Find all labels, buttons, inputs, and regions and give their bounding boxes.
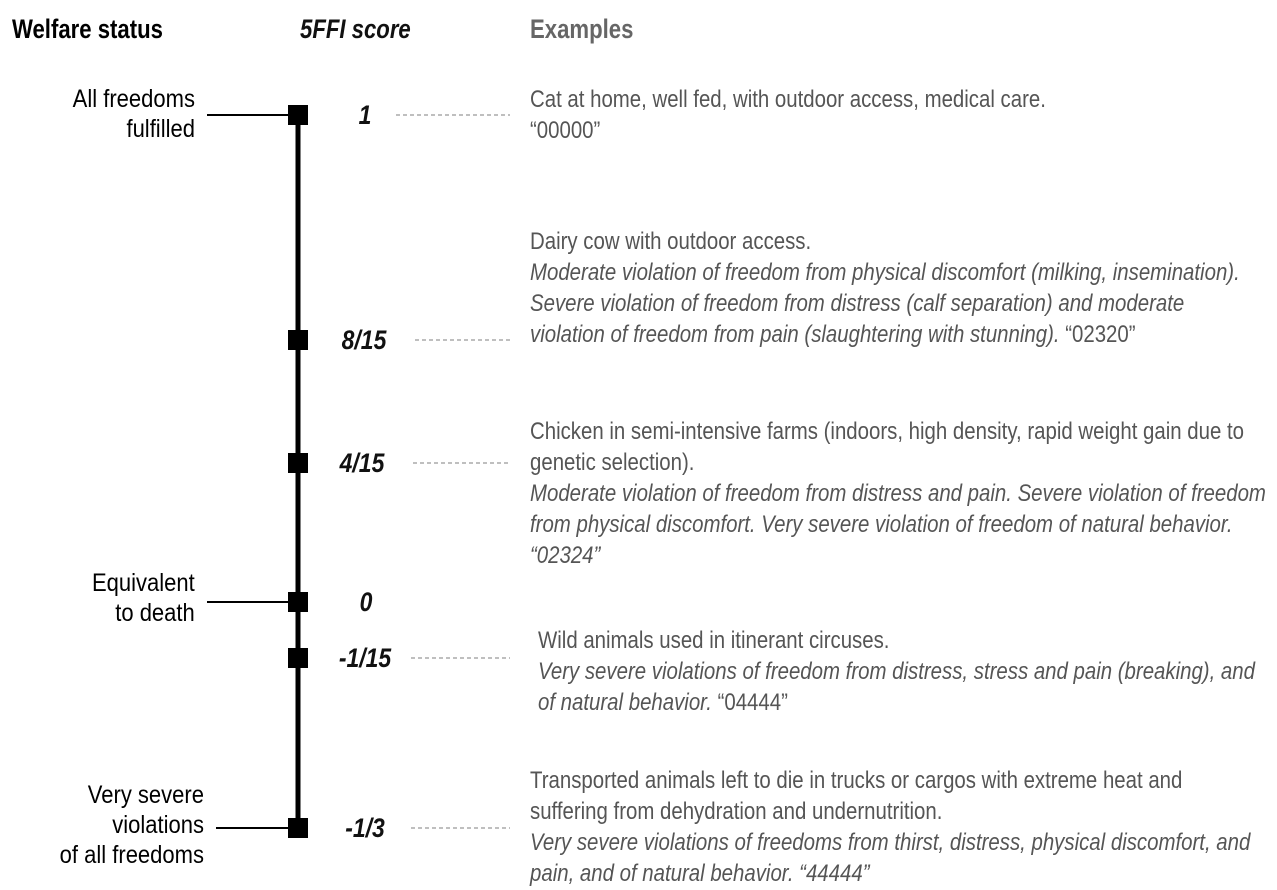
score: 1 xyxy=(358,100,372,130)
example-title: Transported animals left to die in truck… xyxy=(530,767,1183,825)
status-label: Equivalent to death xyxy=(92,568,195,628)
example-title: Chicken in semi-intensive farms (indoors… xyxy=(530,418,1244,476)
score-markers xyxy=(288,105,308,838)
score-marker xyxy=(288,453,308,473)
leaders xyxy=(396,114,510,829)
score-marker xyxy=(288,105,308,125)
status-line: All freedoms xyxy=(72,85,195,113)
status-line: Very severe xyxy=(87,781,204,809)
score: 4/15 xyxy=(339,448,385,478)
example-detail: Very severe violations of freedoms from … xyxy=(530,829,1251,887)
example-detail: Moderate violation of freedom from physi… xyxy=(530,259,1240,348)
example-title: Dairy cow with outdoor access. xyxy=(530,228,812,255)
example-code: “44444” xyxy=(799,860,870,887)
example-code: “00000” xyxy=(530,117,601,144)
example-detail: Very severe violations of freedom from d… xyxy=(538,658,1255,716)
status-line: violations xyxy=(112,811,204,839)
status-label: All freedoms fulfilled xyxy=(73,84,195,144)
score: -1/15 xyxy=(338,643,392,673)
example-title: Cat at home, well fed, with outdoor acce… xyxy=(530,86,1046,113)
example-code: “04444” xyxy=(717,689,788,716)
score-marker xyxy=(288,330,308,350)
example-detail: Moderate violation of freedom from distr… xyxy=(530,480,1266,538)
header: 5FFI score xyxy=(300,14,411,44)
example: Dairy cow with outdoor access. Moderate v… xyxy=(530,226,1253,350)
example: Wild animals used in itinerant circuses.… xyxy=(538,625,1269,718)
example-code: “02320” xyxy=(1065,321,1136,348)
score-marker xyxy=(288,592,308,612)
example: Chicken in semi-intensive farms (indoors… xyxy=(530,416,1271,571)
header: Examples xyxy=(530,14,634,44)
score-marker xyxy=(288,648,308,668)
status-line: to death xyxy=(115,599,195,627)
header: Welfare status xyxy=(12,14,163,44)
example: Transported animals left to die in truck… xyxy=(530,765,1257,889)
status-line: fulfilled xyxy=(126,115,195,143)
score: 8/15 xyxy=(341,325,387,355)
status-line: of all freedoms xyxy=(59,841,204,869)
example-title: Wild animals used in itinerant circuses. xyxy=(538,627,890,654)
score: 0 xyxy=(359,587,373,617)
example: Cat at home, well fed, with outdoor acce… xyxy=(530,84,1261,146)
status-label: Very severe violations of all freedoms xyxy=(60,780,204,870)
score-marker xyxy=(288,818,308,838)
status-line: Equivalent xyxy=(92,569,195,597)
score: -1/3 xyxy=(345,813,385,843)
example-code: “02324” xyxy=(530,542,601,569)
